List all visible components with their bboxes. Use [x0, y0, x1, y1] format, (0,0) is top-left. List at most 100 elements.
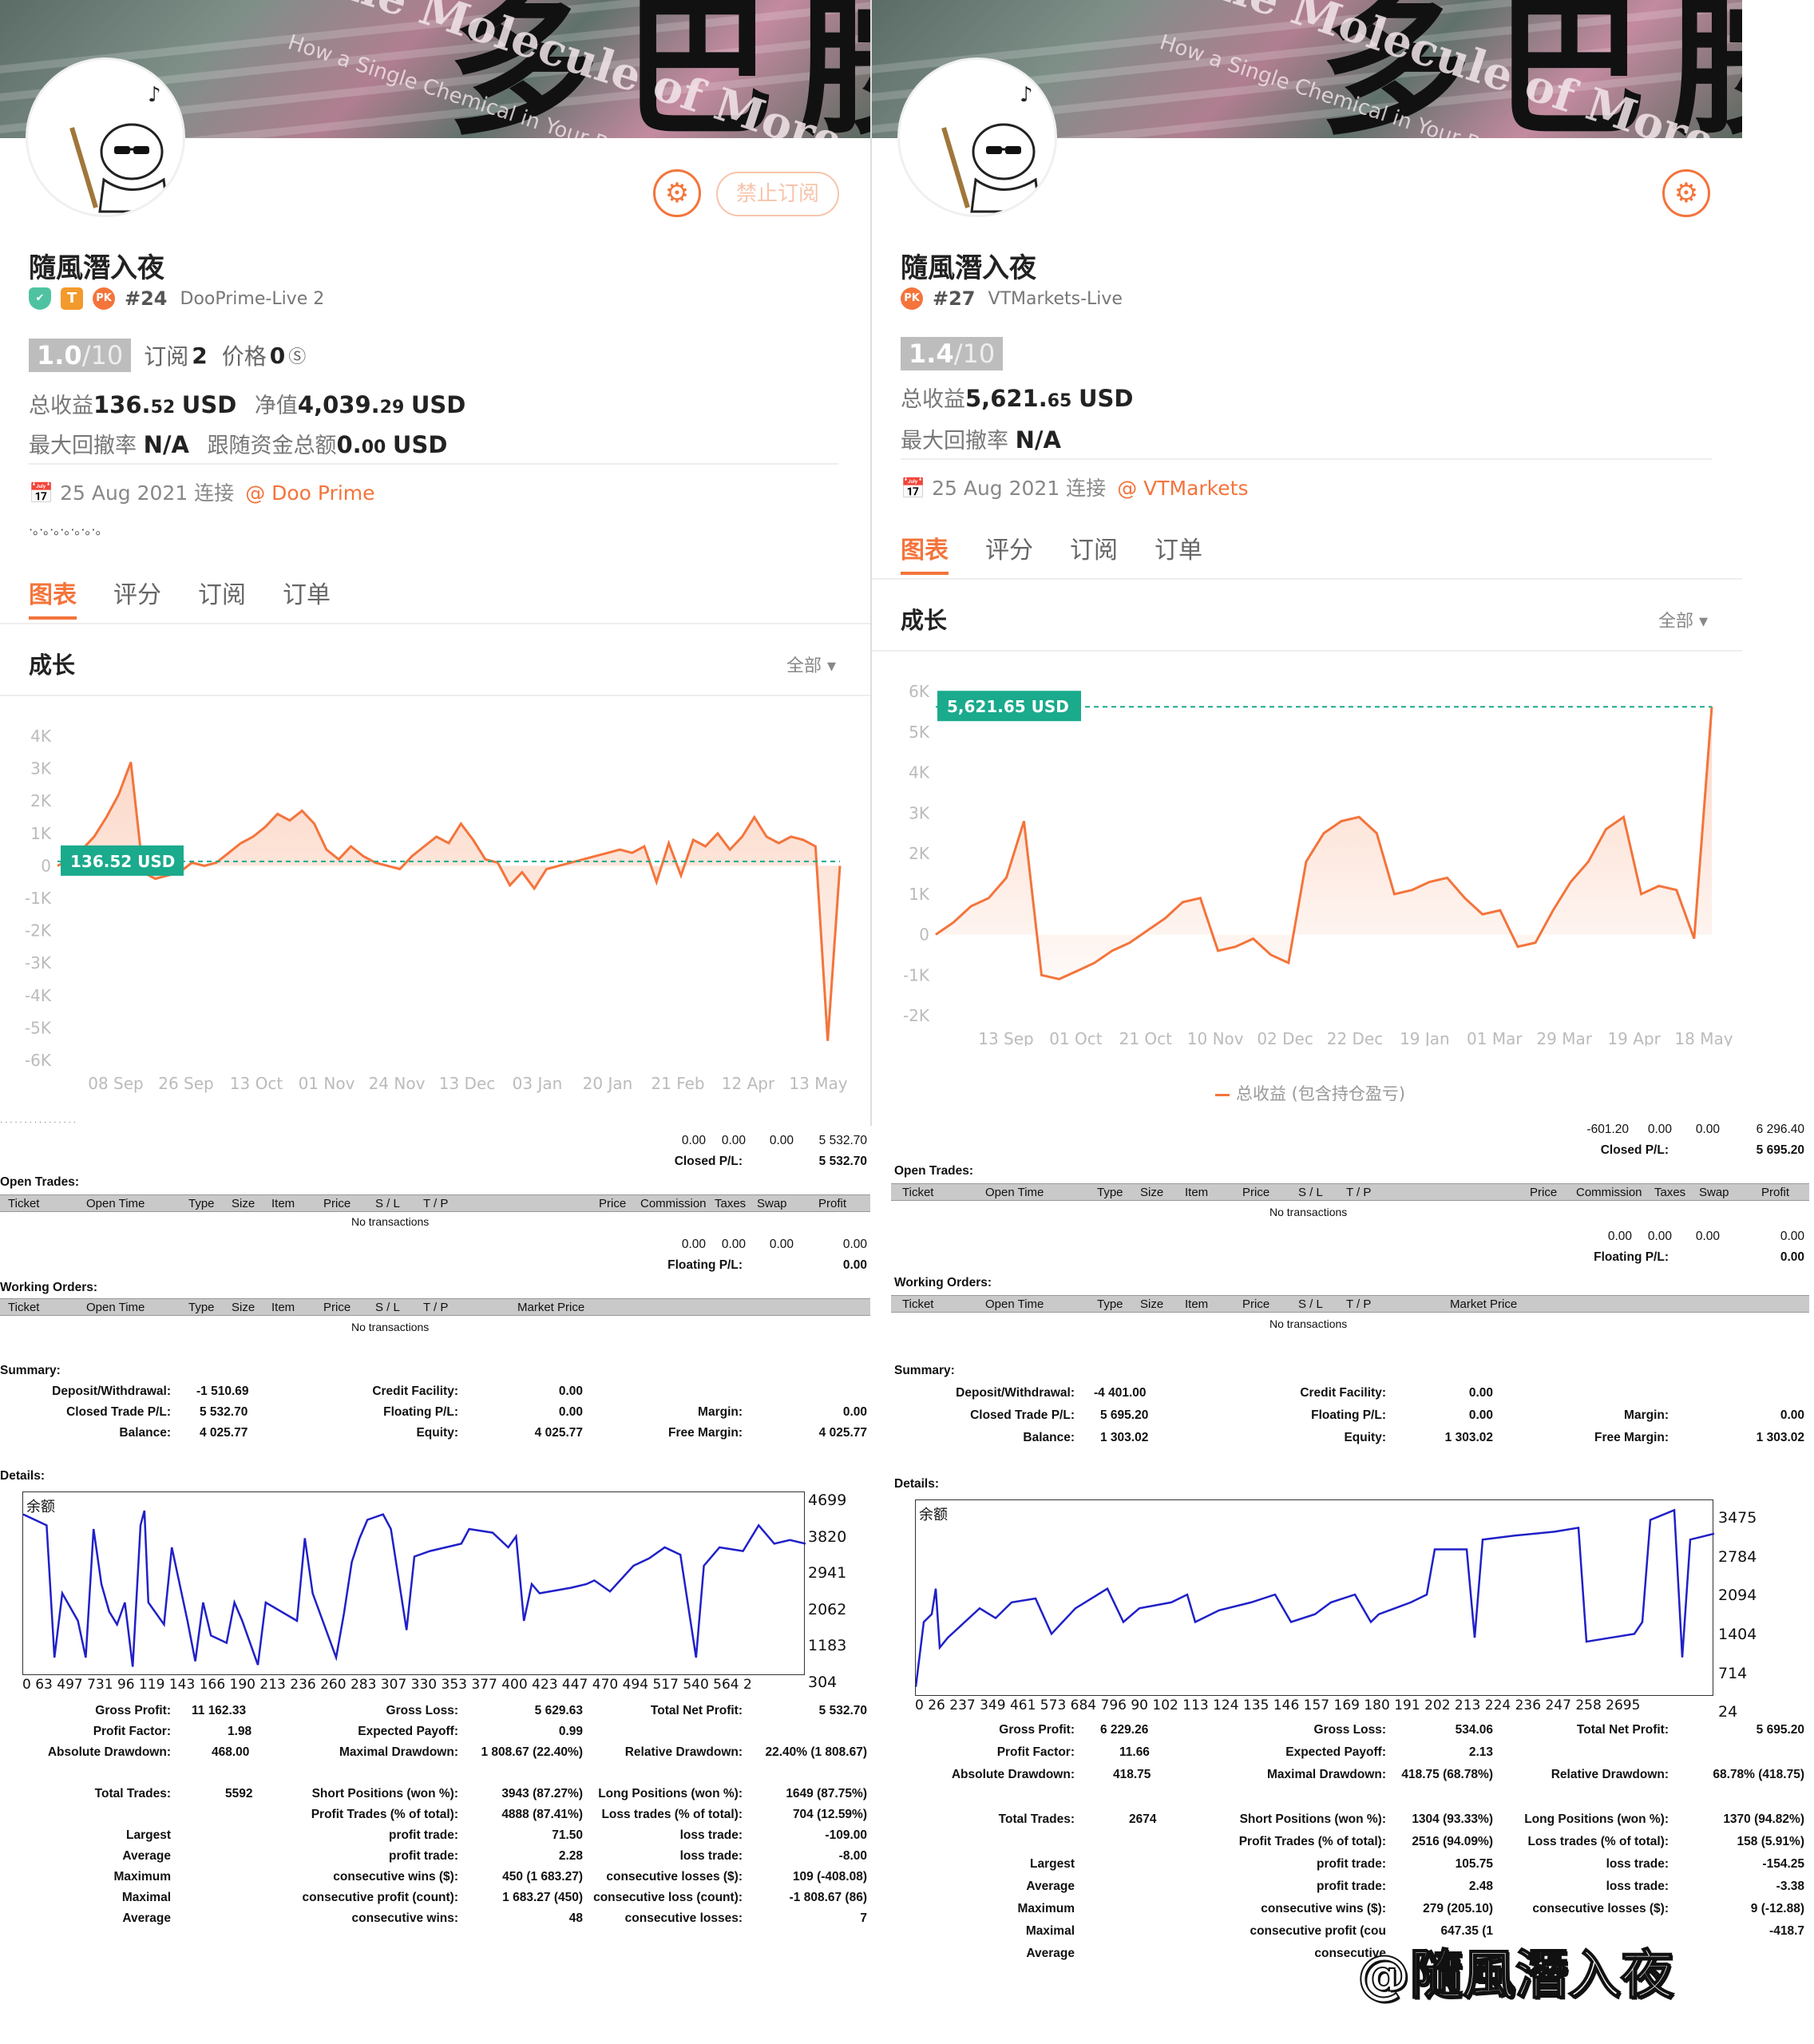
tab-subscribe[interactable]: 订阅 — [198, 581, 246, 609]
broker-link[interactable]: @ Doo Prime — [245, 481, 375, 505]
score-row: 1.0/10 订阅 2 价格 0 Ⓢ — [29, 339, 306, 372]
settings-gear-icon[interactable]: ⚙ — [1662, 169, 1710, 217]
value: 4888 (87.41%) — [501, 1808, 583, 1821]
closed-pl-value: 5 532.70 — [818, 1155, 867, 1168]
value: 48 — [568, 1911, 583, 1925]
range-filter[interactable]: 全部 ▾ — [1658, 612, 1709, 632]
svg-text:♪: ♪ — [1020, 83, 1033, 107]
range-filter[interactable]: 全部 ▾ — [786, 656, 837, 676]
label: consecutive loss (count): — [593, 1891, 743, 1904]
value: 0.99 — [558, 1725, 583, 1738]
divider — [29, 463, 838, 465]
label: profit trade: — [389, 1849, 458, 1863]
calendar-icon: 📅 — [901, 477, 926, 500]
value: 71.50 — [552, 1828, 583, 1842]
x-tick-label: 10 Nov — [1187, 1029, 1244, 1046]
label: profit trade: — [1317, 1857, 1386, 1871]
value: 1649 (87.75%) — [786, 1787, 867, 1800]
label: Gross Profit: — [999, 1723, 1075, 1737]
tab-rating[interactable]: 评分 — [113, 581, 161, 609]
floating-pl-value: 0.00 — [1780, 1250, 1804, 1264]
mini-x-labels: 0 63 497 731 96 119 143 166 190 213 236 … — [22, 1677, 752, 1693]
summary-title: Summary: — [894, 1364, 955, 1377]
cell: 0.00 — [842, 1238, 867, 1251]
value: -3.38 — [1776, 1880, 1804, 1893]
cell: 0.00 — [1695, 1230, 1720, 1243]
cell: 0.00 — [1695, 1123, 1720, 1136]
stop-subscription-button[interactable]: 禁止订阅 — [716, 172, 839, 216]
calendar-icon: 📅 — [29, 481, 54, 505]
value: 279 (205.10) — [1423, 1902, 1493, 1915]
tab-chart[interactable]: 图表 — [901, 530, 949, 575]
banner-title: 多巴胺 — [1319, 0, 1742, 138]
decoration-dots: ·。·。·。·。·。·。·。 — [29, 522, 109, 537]
label: Total Net Profit: — [650, 1704, 743, 1717]
balance-line — [914, 1508, 1715, 1687]
cell: 0.00 — [1607, 1230, 1632, 1243]
label: consecutive wins ($): — [1261, 1902, 1386, 1915]
cell: 0.00 — [1780, 1230, 1804, 1243]
cut-row: · · · · · · · · · · · · · · · · — [0, 1118, 76, 1127]
tab-subscribe[interactable]: 订阅 — [1070, 537, 1118, 564]
value: 418.75 (68.78%) — [1401, 1768, 1493, 1781]
tab-bar: 图表 评分 订阅 订单 — [29, 575, 367, 620]
drawdown-line: 最大回撤率 N/A — [901, 426, 1061, 454]
server-name: VTMarkets-Live — [988, 288, 1123, 309]
statement-report-right: -601.20 0.00 0.00 6 296.40 Closed P/L: 5… — [886, 1118, 1812, 2044]
statement-report-left: · · · · · · · · · · · · · · · · 0.00 0.0… — [0, 1118, 870, 2044]
x-tick-label: 08 Sep — [88, 1074, 144, 1093]
label: Deposit/Withdrawal: — [52, 1384, 171, 1398]
label: loss trade: — [1606, 1857, 1669, 1871]
value: 1.98 — [228, 1725, 252, 1738]
label: loss trade: — [679, 1828, 743, 1842]
divider — [872, 650, 1742, 652]
mini-y-labels: 4699 3820 2941 2062 1183 304 — [808, 1491, 846, 1709]
label: Total Trades: — [998, 1812, 1075, 1826]
avatar[interactable]: ♪ — [897, 57, 1057, 217]
y-tick-label: -3K — [25, 953, 52, 972]
y-tick-label: 2K — [30, 791, 52, 810]
label: consecutive losses: — [624, 1911, 743, 1925]
x-tick-label: 20 Jan — [583, 1074, 633, 1093]
cell: 0.00 — [721, 1238, 746, 1251]
x-tick-label: 19 Apr — [1607, 1029, 1661, 1046]
trader-name: 隨風潛入夜 — [29, 252, 164, 284]
y-tick-label: 0 — [919, 925, 929, 945]
x-tick-label: 29 Mar — [1536, 1029, 1592, 1046]
tab-rating[interactable]: 评分 — [985, 537, 1033, 564]
score-row: 1.4/10 — [901, 337, 1016, 370]
label: Profit Factor: — [996, 1745, 1075, 1759]
label: Short Positions (won %): — [1239, 1812, 1386, 1826]
details-title: Details: — [0, 1469, 45, 1483]
label: Maximum — [1017, 1902, 1075, 1915]
broker-link[interactable]: @ VTMarkets — [1117, 477, 1249, 500]
tab-chart[interactable]: 图表 — [29, 575, 77, 620]
mini-y-tick: 2094 — [1718, 1586, 1757, 1605]
floating-pl-label: Floating P/L: — [1594, 1250, 1669, 1264]
tab-orders[interactable]: 订单 — [283, 581, 331, 609]
mini-y-tick: 1404 — [1718, 1626, 1757, 1644]
label: Credit Facility: — [1300, 1386, 1386, 1400]
y-tick-label: -2K — [903, 1006, 930, 1025]
label: Profit Trades (% of total): — [1238, 1835, 1386, 1848]
avatar[interactable]: ♪ — [26, 57, 185, 217]
settings-gear-icon[interactable]: ⚙ — [653, 169, 701, 217]
subs-label: 订阅 — [144, 343, 189, 370]
tab-orders[interactable]: 订单 — [1155, 537, 1202, 564]
label: Credit Facility: — [372, 1384, 458, 1398]
mini-y-tick: 3820 — [808, 1527, 847, 1546]
pk-badge-icon: PK — [93, 287, 115, 310]
value: 158 (5.91%) — [1737, 1835, 1804, 1848]
cell: 0.00 — [1647, 1123, 1672, 1136]
label: Profit Factor: — [93, 1725, 171, 1738]
y-tick-label: -2K — [25, 921, 52, 941]
cell: 0.00 — [721, 1134, 746, 1147]
current-value-badge — [61, 845, 184, 876]
label: Absolute Drawdown: — [951, 1768, 1075, 1781]
badge-row: PK #27 VTMarkets-Live — [901, 287, 1123, 310]
value: 1 303.02 — [1756, 1431, 1804, 1444]
value: 2674 — [1129, 1812, 1157, 1826]
value: 9 (-12.88) — [1750, 1902, 1804, 1915]
y-tick-label: 1K — [30, 824, 52, 843]
x-tick-label: 01 Nov — [299, 1074, 355, 1093]
